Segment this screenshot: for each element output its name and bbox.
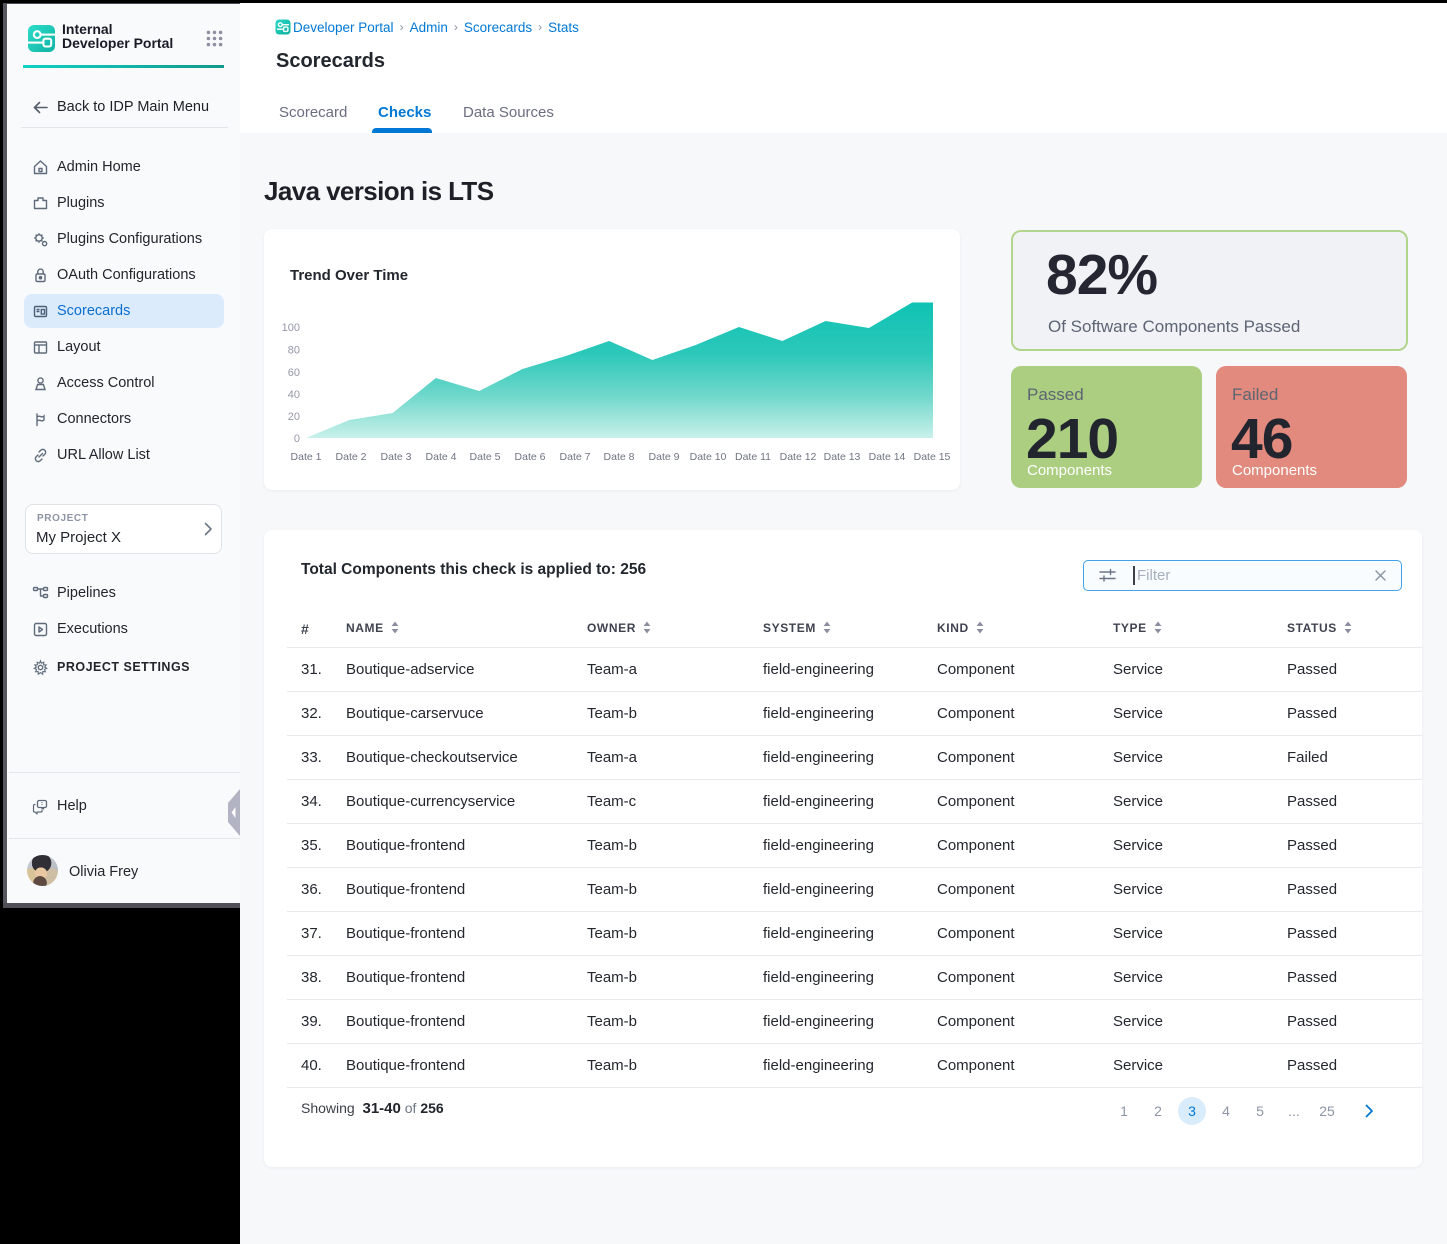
- svg-text:100: 100: [282, 322, 300, 334]
- svg-text:Date 3: Date 3: [381, 451, 412, 463]
- svg-text:40: 40: [288, 389, 300, 401]
- svg-text:Date 4: Date 4: [426, 451, 457, 463]
- svg-text:Date 2: Date 2: [336, 451, 367, 463]
- svg-text:Date 12: Date 12: [780, 451, 817, 463]
- svg-text:Date 5: Date 5: [470, 451, 501, 463]
- svg-text:80: 80: [288, 345, 300, 357]
- svg-text:Date 1: Date 1: [291, 451, 322, 463]
- svg-text:Date 13: Date 13: [824, 451, 861, 463]
- svg-text:60: 60: [288, 367, 300, 379]
- svg-text:Date 10: Date 10: [690, 451, 727, 463]
- svg-text:Date 6: Date 6: [515, 451, 546, 463]
- svg-text:Date 7: Date 7: [560, 451, 591, 463]
- svg-text:Date 8: Date 8: [604, 451, 635, 463]
- svg-text:Date 14: Date 14: [869, 451, 906, 463]
- svg-text:Date 11: Date 11: [735, 451, 771, 463]
- svg-text:20: 20: [288, 411, 300, 423]
- svg-text:Date 9: Date 9: [649, 451, 680, 463]
- svg-text:Date 15: Date 15: [914, 451, 951, 463]
- svg-text:0: 0: [294, 433, 300, 445]
